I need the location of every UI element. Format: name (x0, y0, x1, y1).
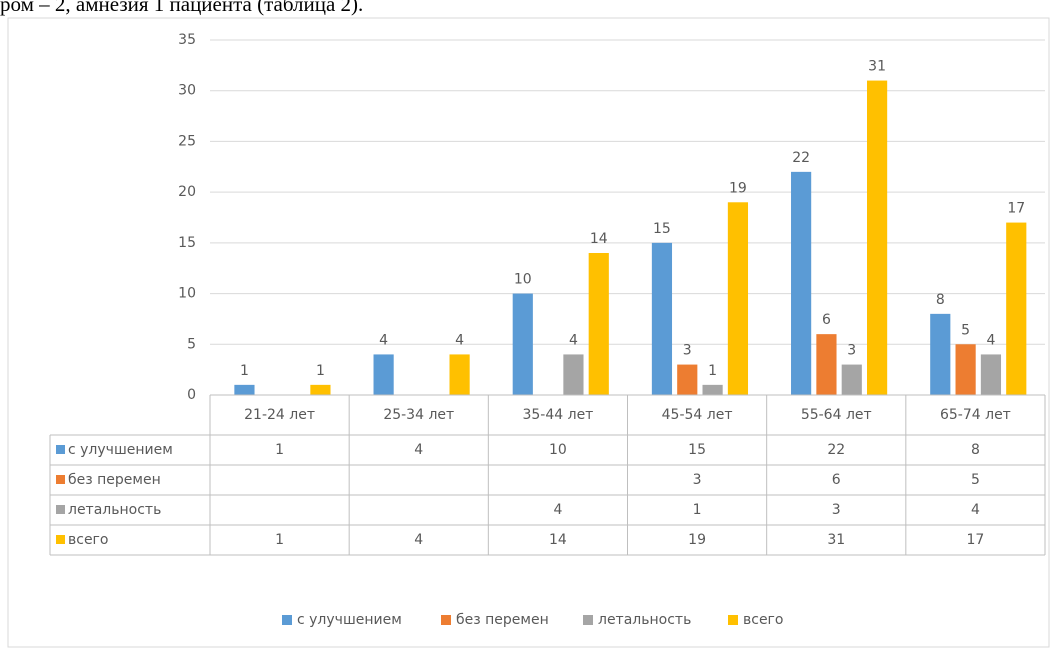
table-cell: 31 (827, 532, 845, 548)
y-tick-label: 20 (178, 184, 196, 200)
table-row-label: всего (68, 532, 108, 548)
data-label: 5 (961, 322, 970, 338)
y-tick-label: 10 (178, 286, 196, 302)
table-legend-key (56, 535, 65, 544)
data-label: 17 (1007, 201, 1025, 217)
y-tick-label: 0 (187, 387, 196, 403)
y-tick-label: 25 (178, 133, 196, 149)
bar (677, 364, 698, 395)
table-cell: 4 (414, 442, 423, 458)
x-tick-label: 35-44 лет (522, 407, 593, 423)
bar (791, 171, 812, 395)
table-cell: 3 (832, 502, 841, 518)
y-tick-label: 30 (178, 83, 196, 99)
x-tick-label: 65-74 лет (940, 407, 1011, 423)
data-label: 4 (569, 332, 578, 348)
table-cell: 6 (832, 472, 841, 488)
x-tick-label: 55-64 лет (801, 407, 872, 423)
table-cell: 1 (693, 502, 702, 518)
data-label: 10 (514, 272, 532, 288)
legend-key (583, 615, 593, 625)
x-tick-label: 21-24 лет (244, 407, 315, 423)
table-legend-key (56, 505, 65, 514)
table-cell: 19 (688, 532, 706, 548)
bar (1006, 222, 1027, 395)
table-cell: 4 (971, 502, 980, 518)
legend-key (282, 615, 292, 625)
table-cell: 8 (971, 442, 980, 458)
bar (980, 354, 1002, 395)
table-cell: 3 (693, 472, 702, 488)
legend-key (728, 615, 738, 625)
bar (727, 202, 749, 395)
table-cell: 4 (553, 502, 562, 518)
bar (867, 80, 888, 396)
data-label: 1 (708, 363, 717, 379)
legend-label: с улучшением (297, 612, 402, 628)
data-label: 15 (653, 221, 671, 237)
data-label: 19 (729, 180, 747, 196)
table-cell: 1 (275, 532, 284, 548)
y-tick-label: 15 (178, 235, 196, 251)
table-cell: 17 (967, 532, 985, 548)
data-label: 4 (379, 332, 388, 348)
data-label: 4 (986, 332, 995, 348)
bar (930, 313, 951, 395)
table-cell: 22 (827, 442, 845, 458)
bar (449, 354, 470, 395)
bar (955, 344, 976, 395)
data-label: 6 (822, 312, 831, 328)
data-label: 3 (847, 343, 856, 359)
data-label: 22 (792, 150, 810, 166)
legend-label: всего (743, 612, 783, 628)
data-label: 4 (455, 332, 464, 348)
bar (816, 334, 837, 395)
table-cell: 14 (549, 532, 567, 548)
x-tick-label: 25-34 лет (383, 407, 454, 423)
bar (651, 242, 673, 395)
bar (841, 364, 862, 395)
table-cell: 4 (414, 532, 423, 548)
y-tick-label: 35 (178, 32, 196, 48)
data-label: 31 (868, 59, 886, 75)
bar (588, 253, 609, 395)
table-row-label: летальность (68, 502, 161, 518)
x-tick-label: 45-54 лет (662, 407, 733, 423)
table-cell: 15 (688, 442, 706, 458)
y-tick-label: 5 (187, 336, 196, 352)
bar (702, 384, 723, 395)
table-cell: 5 (971, 472, 980, 488)
caption-fragment: ром – 2, амнезия 1 пациента (таблица 2). (0, 0, 363, 16)
table-cell: 10 (549, 442, 567, 458)
table-cell: 1 (275, 442, 284, 458)
data-label: 1 (240, 363, 249, 379)
table-row-label: с улучшением (68, 442, 173, 458)
legend-label: без перемен (456, 612, 549, 628)
bar (310, 384, 331, 395)
data-label: 3 (683, 343, 692, 359)
bar (512, 293, 533, 395)
legend-key (441, 615, 451, 625)
bar (563, 354, 584, 395)
table-row-label: без перемен (68, 472, 161, 488)
bar (373, 354, 394, 395)
table-legend-key (56, 475, 65, 484)
data-label: 8 (936, 292, 945, 308)
table-legend-key (56, 445, 65, 454)
data-label: 1 (316, 363, 325, 379)
data-label: 14 (590, 231, 608, 247)
bar (234, 384, 255, 395)
legend-label: летальность (598, 612, 691, 628)
